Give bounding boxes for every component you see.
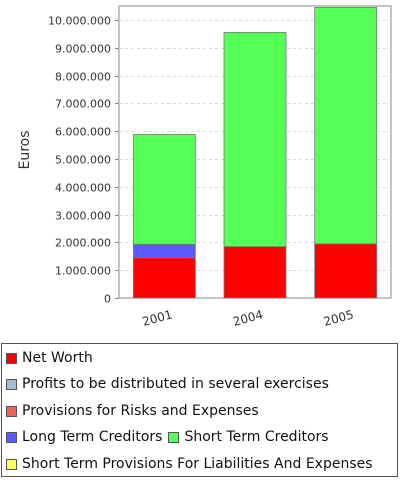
- y-tick-label: 10.000.000: [48, 15, 111, 28]
- legend-item: Long Term Creditors: [6, 429, 162, 445]
- legend-swatch: [6, 352, 17, 364]
- bar-segment: [132, 134, 196, 245]
- legend-label: Net Worth: [22, 350, 93, 366]
- legend-label: Short Term Provisions For Liabilities An…: [22, 456, 373, 472]
- legend-item: Provisions for Risks and Expenses: [6, 403, 259, 419]
- legend-item: Short Term Creditors: [168, 429, 329, 445]
- legend-label: Long Term Creditors: [22, 429, 163, 445]
- legend-row: Profits to be distributed in several exe…: [6, 374, 335, 394]
- legend-label: Provisions for Risks and Expenses: [22, 403, 259, 419]
- legend: Net Worth Profits to be distributed in se…: [1, 343, 398, 477]
- bar-segment: [223, 246, 287, 299]
- legend-label: Profits to be distributed in several exe…: [22, 376, 329, 392]
- y-tick-label: 1.000.000: [55, 265, 111, 278]
- legend-swatch: [168, 431, 180, 443]
- y-tick-label: 9.000.000: [55, 43, 111, 56]
- legend-row: Long Term Creditors Short Term Creditors: [6, 427, 335, 447]
- x-tick-label: 2004: [231, 307, 264, 328]
- legend-item: Profits to be distributed in several exe…: [6, 376, 329, 392]
- bar-segment: [132, 243, 196, 259]
- x-tick-label: 2001: [141, 307, 174, 328]
- bar-segment: [314, 6, 378, 245]
- stacked-bar-chart: 0 1.000.000 2.000.000 3.000.000 4.000.000 5.0…: [17, 5, 392, 329]
- y-tick-label: 8.000.000: [55, 71, 111, 84]
- legend-row: Net Worth: [6, 348, 99, 368]
- legend-label: Short Term Creditors: [184, 429, 329, 445]
- legend-swatch: [6, 431, 17, 443]
- y-tick-label: 7.000.000: [55, 98, 111, 111]
- legend-item: Net Worth: [6, 350, 93, 366]
- y-tick-label: 6.000.000: [55, 126, 111, 139]
- bar-segment: [132, 257, 196, 299]
- legend-swatch: [6, 458, 17, 470]
- bar-segment: [314, 243, 378, 299]
- legend-item: Short Term Provisions For Liabilities An…: [6, 456, 373, 472]
- legend-row: Provisions for Risks and Expenses: [6, 401, 265, 421]
- y-axis-label: Euros: [17, 130, 33, 169]
- y-tick-label: 2.000.000: [55, 237, 111, 250]
- y-tick-label: 4.000.000: [55, 182, 111, 195]
- legend-row: Short Term Provisions For Liabilities An…: [6, 454, 379, 474]
- bar-segment: [223, 32, 287, 247]
- x-tick-label: 2005: [322, 307, 355, 328]
- legend-swatch: [6, 405, 17, 417]
- y-tick-label: 0: [104, 293, 111, 306]
- y-tick-label: 3.000.000: [55, 210, 111, 223]
- legend-swatch: [6, 378, 17, 390]
- y-tick-label: 5.000.000: [55, 154, 111, 167]
